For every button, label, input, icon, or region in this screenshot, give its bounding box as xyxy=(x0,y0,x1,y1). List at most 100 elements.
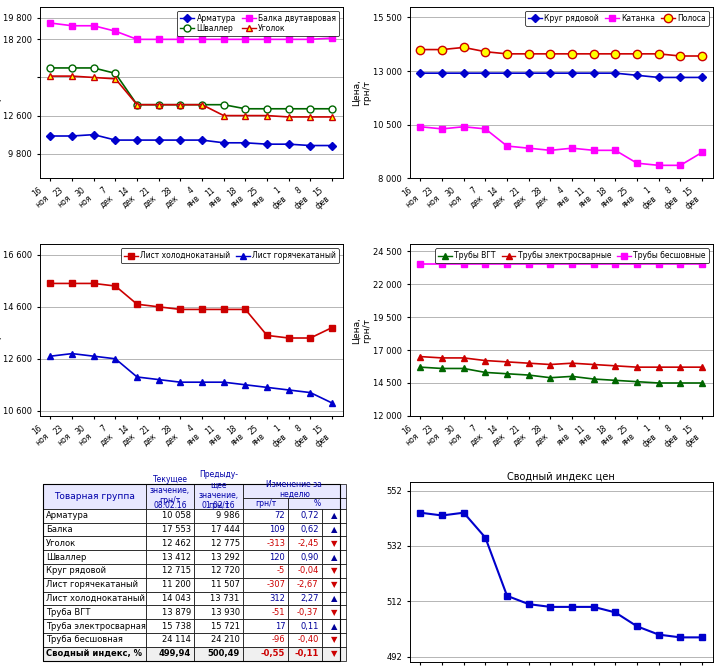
Bar xyxy=(322,647,346,660)
Лист холоднокатаный xyxy=(46,280,55,288)
Text: 17 553: 17 553 xyxy=(162,525,192,534)
Text: 120: 120 xyxy=(269,553,285,561)
Трубы электросварные xyxy=(567,359,576,367)
Bar xyxy=(322,578,346,591)
Катанка xyxy=(416,122,425,130)
Y-axis label: Цена,
грн/т: Цена, грн/т xyxy=(352,317,372,344)
Катанка xyxy=(503,142,511,150)
Шваллер xyxy=(198,100,207,108)
Круг рядовой xyxy=(633,72,642,80)
Лист холоднокатаный xyxy=(154,303,163,311)
Bar xyxy=(243,484,346,498)
Bar xyxy=(42,550,145,564)
Лист холоднокатаный xyxy=(284,334,293,342)
Text: 11 200: 11 200 xyxy=(162,580,192,589)
Bar xyxy=(322,564,346,578)
Уголок xyxy=(284,113,293,121)
Трубы бесшовные xyxy=(633,260,642,268)
Трубы ВГТ xyxy=(590,375,598,383)
Круг рядовой xyxy=(676,74,685,82)
Bar xyxy=(42,578,145,591)
Катанка xyxy=(438,125,446,133)
Text: 9 986: 9 986 xyxy=(216,511,240,520)
Круг рядовой xyxy=(459,69,468,77)
Text: ▲: ▲ xyxy=(330,553,337,561)
Text: -51: -51 xyxy=(271,607,285,617)
Уголок xyxy=(263,112,271,120)
Bar xyxy=(288,633,322,647)
Трубы бесшовные xyxy=(611,260,620,268)
Line: Круг рядовой: Круг рядовой xyxy=(418,70,705,80)
Трубы электросварные xyxy=(416,353,425,361)
Уголок xyxy=(220,112,228,120)
Bar xyxy=(243,605,288,619)
Трубы ВГТ xyxy=(676,379,685,387)
Bar xyxy=(288,564,322,578)
Bar xyxy=(288,578,322,591)
Line: Балка двутавровая: Балка двутавровая xyxy=(48,20,335,42)
Трубы электросварные xyxy=(524,359,533,367)
Арматура xyxy=(328,142,336,150)
Шваллер xyxy=(154,100,163,108)
Лист горячекатаный xyxy=(198,378,207,386)
Text: 10 058: 10 058 xyxy=(162,511,192,520)
Трубы электросварные xyxy=(481,357,490,365)
Полоса xyxy=(524,50,533,58)
Text: Труба ВГТ: Труба ВГТ xyxy=(45,607,90,617)
Трубы бесшовные xyxy=(590,260,598,268)
Text: 312: 312 xyxy=(269,594,285,603)
Полоса xyxy=(481,47,490,56)
Bar xyxy=(42,605,145,619)
Арматура xyxy=(306,142,315,150)
Text: ▼: ▼ xyxy=(330,567,337,575)
Арматура xyxy=(132,136,141,144)
Шваллер xyxy=(241,105,250,113)
Лист горячекатаный xyxy=(328,399,336,407)
Лист горячекатаный xyxy=(241,381,250,389)
Уголок xyxy=(46,72,55,80)
Bar xyxy=(145,578,194,591)
Bar xyxy=(288,591,322,605)
Text: 13 879: 13 879 xyxy=(162,607,192,617)
Лист горячекатаный xyxy=(263,383,271,391)
Text: Товарная группа: Товарная группа xyxy=(54,492,135,501)
Катанка xyxy=(459,122,468,130)
Трубы ВГТ xyxy=(438,365,446,373)
Шваллер xyxy=(284,105,293,113)
Text: 13 412: 13 412 xyxy=(162,553,192,561)
Bar xyxy=(243,509,288,522)
Text: Круг рядовой: Круг рядовой xyxy=(45,567,106,575)
Text: 15 738: 15 738 xyxy=(162,622,192,631)
Text: 17: 17 xyxy=(274,622,285,631)
Text: 499,94: 499,94 xyxy=(159,649,192,658)
Y-axis label: Цена,
грн/т: Цена, грн/т xyxy=(352,79,372,106)
Bar xyxy=(42,633,145,647)
Шваллер xyxy=(46,64,55,72)
Bar xyxy=(42,484,145,509)
Y-axis label: Цена,
грн/т: Цена, грн/т xyxy=(0,317,1,344)
Балка двутавровая xyxy=(220,35,228,43)
Шваллер xyxy=(132,100,141,108)
Уголок xyxy=(132,100,141,108)
Трубы электросварные xyxy=(546,361,554,369)
Лист горячекатаный xyxy=(154,375,163,383)
Text: 01.02.16: 01.02.16 xyxy=(202,500,235,510)
Катанка xyxy=(567,145,576,153)
Трубы электросварные xyxy=(654,363,663,371)
Лист горячекатаный xyxy=(132,373,141,381)
Лист горячекатаный xyxy=(68,350,76,358)
Трубы электросварные xyxy=(698,363,706,371)
Bar xyxy=(243,522,288,537)
Text: Труба бесшовная: Труба бесшовная xyxy=(45,636,122,644)
Трубы электросварные xyxy=(503,358,511,366)
Line: Арматура: Арматура xyxy=(48,132,335,149)
Круг рядовой xyxy=(546,69,554,77)
Bar xyxy=(194,647,243,660)
Лист холоднокатаный xyxy=(198,306,207,314)
Лист горячекатаный xyxy=(220,378,228,386)
Лист горячекатаный xyxy=(46,352,55,360)
Лист горячекатаный xyxy=(284,386,293,394)
Text: 500,49: 500,49 xyxy=(207,649,240,658)
Катанка xyxy=(676,161,685,169)
Трубы ВГТ xyxy=(459,365,468,373)
